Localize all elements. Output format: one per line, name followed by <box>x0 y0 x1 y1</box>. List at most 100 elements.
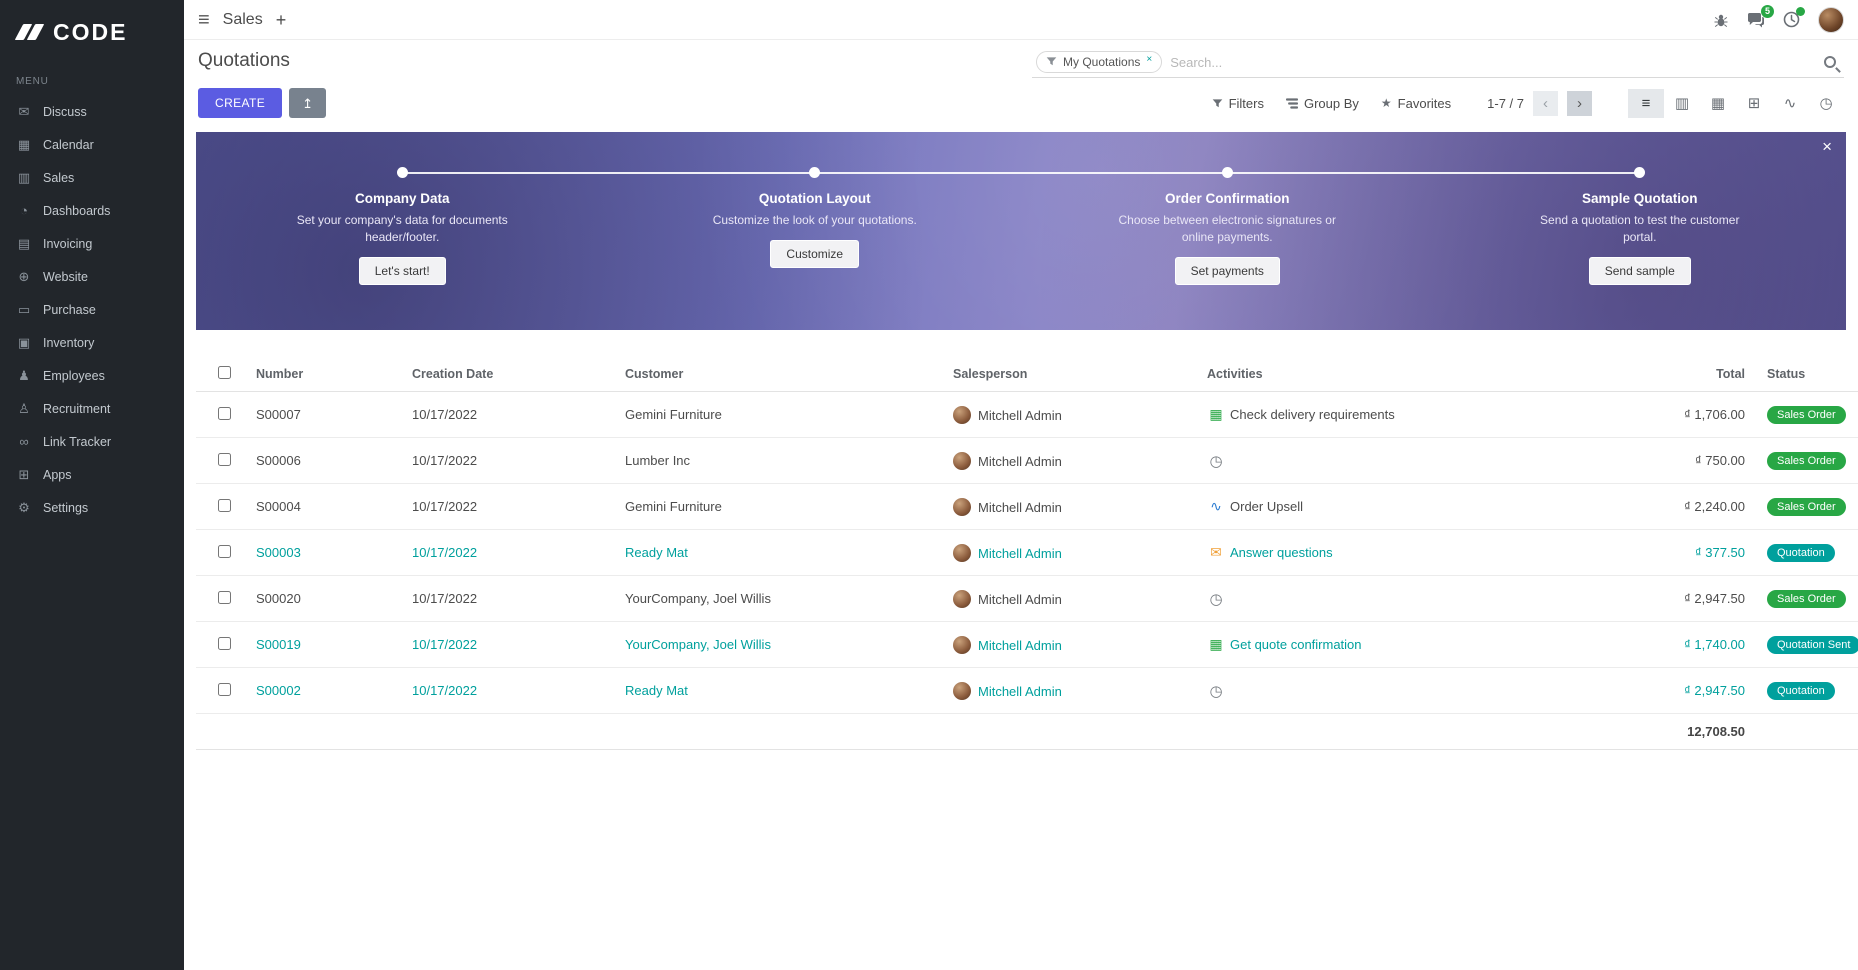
topbar: ≡ Sales + 5 <box>184 0 1858 40</box>
let-s-start-button[interactable]: Let's start! <box>358 256 446 285</box>
quotations-table-wrap: Number Creation Date Customer Salesperson Ac… <box>196 356 1858 970</box>
row-checkbox[interactable] <box>218 544 231 558</box>
list-view-icon[interactable]: ≡ <box>1628 88 1664 118</box>
table-row[interactable]: S00020 10/17/2022 YourCompany, Joel Willis… <box>196 575 1858 622</box>
app-title[interactable]: Sales <box>222 10 263 28</box>
row-checkbox[interactable] <box>218 452 231 466</box>
banner-close-icon[interactable]: × <box>1822 137 1832 156</box>
favorites-button[interactable]: ★ Favorites <box>1381 96 1451 111</box>
sidebar-item-inventory[interactable]: ▣ Inventory <box>0 326 184 359</box>
chart-icon[interactable]: ∿ <box>1210 498 1222 514</box>
activity-label[interactable]: Order Upsell <box>1230 499 1303 514</box>
column-creation-date[interactable]: Creation Date <box>408 356 621 392</box>
column-activities[interactable]: Activities <box>1203 356 1543 392</box>
pager-next-button[interactable]: › <box>1567 90 1592 116</box>
sidebar-item-recruitment[interactable]: ♙ Recruitment <box>0 392 184 425</box>
sidebar-item-discuss[interactable]: ✉ Discuss <box>0 95 184 128</box>
cell-number: S00020 <box>252 575 408 622</box>
table-row[interactable]: S00007 10/17/2022 Gemini Furniture Mitchell… <box>196 391 1858 438</box>
recruitment-icon: ♙ <box>18 400 30 416</box>
spreadsheet-icon[interactable]: ▦ <box>1209 406 1223 422</box>
sidebar-item-link-tracker[interactable]: ∞ Link Tracker <box>0 425 184 458</box>
discuss-icon: ✉ <box>18 103 30 119</box>
bug-icon[interactable] <box>1713 12 1729 28</box>
activity-badge <box>1796 7 1805 16</box>
select-all-checkbox[interactable] <box>218 366 231 379</box>
envelope-icon[interactable]: ✉ <box>1210 544 1222 560</box>
row-checkbox[interactable] <box>218 498 231 512</box>
sidebar-item-purchase[interactable]: ▭ Purchase <box>0 293 184 326</box>
filters-button[interactable]: Filters <box>1212 96 1264 111</box>
clock-icon[interactable]: ◷ <box>1209 682 1223 700</box>
activity-view-icon[interactable]: ◷ <box>1808 88 1844 118</box>
search-bar[interactable]: My Quotations × <box>1032 50 1844 78</box>
upload-button[interactable]: ↥ <box>289 88 327 118</box>
cell-total: ₫ 2,240.00 <box>1543 483 1749 530</box>
cell-total: ₫ 377.50 <box>1543 529 1749 576</box>
graph-view-icon[interactable]: ∿ <box>1772 88 1808 118</box>
cell-customer: YourCompany, Joel Willis <box>621 575 949 622</box>
send-sample-button[interactable]: Send sample <box>1588 256 1691 285</box>
column-customer[interactable]: Customer <box>621 356 949 392</box>
calendar-view-icon[interactable]: ▦ <box>1700 88 1736 118</box>
pager: 1-7 / 7 ‹ › <box>1487 90 1592 116</box>
facet-remove-icon[interactable]: × <box>1146 54 1153 65</box>
search-facet[interactable]: My Quotations × <box>1036 51 1163 73</box>
table-row[interactable]: S00019 10/17/2022 YourCompany, Joel Willis… <box>196 621 1858 668</box>
calendar-icon: ▦ <box>17 136 31 152</box>
column-salesperson[interactable]: Salesperson <box>949 356 1203 392</box>
app-logo[interactable]: CODE <box>0 0 184 64</box>
search-icon[interactable] <box>1824 56 1836 68</box>
table-row[interactable]: S00002 10/17/2022 Ready Mat Mitchell Admin ◷… <box>196 667 1858 714</box>
group-by-button[interactable]: Group By <box>1285 96 1359 111</box>
table-row[interactable]: S00004 10/17/2022 Gemini Furniture Mitchell… <box>196 483 1858 530</box>
user-avatar[interactable] <box>1818 6 1844 33</box>
cell-salesperson: Mitchell Admin <box>949 391 1203 438</box>
add-tab-icon[interactable]: + <box>275 9 287 30</box>
sidebar-item-sales[interactable]: ▥ Sales <box>0 161 184 194</box>
clock-icon[interactable]: ◷ <box>1209 452 1223 470</box>
pivot-view-icon[interactable]: ⊞ <box>1736 88 1772 118</box>
row-checkbox[interactable] <box>218 590 231 604</box>
messages-icon[interactable]: 5 <box>1747 4 1774 28</box>
spreadsheet-icon[interactable]: ▦ <box>1209 636 1223 652</box>
cell-status: Sales Order <box>1749 575 1858 622</box>
step-description: Set your company's data for documents he… <box>296 213 508 244</box>
cell-select <box>196 437 252 484</box>
sidebar-item-invoicing[interactable]: ▤ Invoicing <box>0 227 184 260</box>
cell-salesperson: Mitchell Admin <box>949 483 1203 530</box>
activity-label[interactable]: Get quote confirmation <box>1230 637 1362 652</box>
customize-button[interactable]: Customize <box>770 239 860 268</box>
clock-icon[interactable]: ◷ <box>1209 590 1223 608</box>
sidebar-item-apps[interactable]: ⊞ Apps <box>0 458 184 491</box>
column-total[interactable]: Total <box>1543 356 1749 392</box>
hamburger-icon[interactable]: ≡ <box>198 8 210 31</box>
sidebar-item-employees[interactable]: ♟ Employees <box>0 359 184 392</box>
salesperson-avatar <box>953 497 971 516</box>
cell-number: S00007 <box>252 391 408 438</box>
search-input[interactable] <box>1170 54 1816 70</box>
row-checkbox[interactable] <box>218 406 231 420</box>
table-row[interactable]: S00003 10/17/2022 Ready Mat Mitchell Admin ✉… <box>196 529 1858 576</box>
sidebar-item-website[interactable]: ⊕ Website <box>0 260 184 293</box>
cell-number: S00003 <box>252 529 408 576</box>
sidebar-item-settings[interactable]: ⚙ Settings <box>0 491 184 524</box>
cell-activities: ◷ <box>1203 437 1543 484</box>
row-checkbox[interactable] <box>218 636 231 650</box>
sidebar-item-dashboards[interactable]: ◔ Dashboards <box>0 194 184 227</box>
activity-label[interactable]: Check delivery requirements <box>1230 407 1395 422</box>
column-number[interactable]: Number <box>252 356 408 392</box>
pager-previous-button[interactable]: ‹ <box>1533 90 1558 116</box>
cell-customer: Gemini Furniture <box>621 483 949 530</box>
table-row[interactable]: S00006 10/17/2022 Lumber Inc Mitchell Admin… <box>196 437 1858 484</box>
cell-number: S00006 <box>252 437 408 484</box>
kanban-view-icon[interactable]: ▥ <box>1664 88 1700 118</box>
activity-clock-icon[interactable] <box>1783 7 1805 28</box>
activity-label[interactable]: Answer questions <box>1230 545 1333 560</box>
row-checkbox[interactable] <box>218 682 231 696</box>
sidebar-item-label: Invoicing <box>43 236 93 251</box>
column-status[interactable]: Status <box>1749 356 1858 392</box>
sidebar-item-calendar[interactable]: ▦ Calendar <box>0 128 184 161</box>
create-button[interactable]: CREATE <box>198 88 283 118</box>
set-payments-button[interactable]: Set payments <box>1174 256 1280 285</box>
